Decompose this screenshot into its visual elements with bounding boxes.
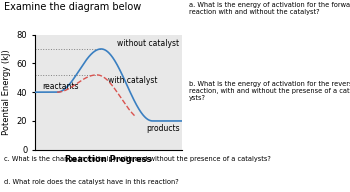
Text: products: products [147, 124, 180, 133]
Y-axis label: Potential Energy (kJ): Potential Energy (kJ) [2, 49, 11, 135]
Text: b. What is the energy of activation for the reverse
reaction, with and without t: b. What is the energy of activation for … [189, 81, 350, 101]
Text: d. What role does the catalyst have in this reaction?: d. What role does the catalyst have in t… [4, 179, 178, 185]
Text: c. What is the change in enthalpy with and without the presence of a catalysts?: c. What is the change in enthalpy with a… [4, 156, 270, 161]
Text: a. What is the energy of activation for the forward
reaction with and without th: a. What is the energy of activation for … [189, 2, 350, 15]
Text: reactants: reactants [42, 82, 79, 91]
Text: Examine the diagram below: Examine the diagram below [4, 2, 141, 12]
X-axis label: Reaction Progress: Reaction Progress [65, 155, 152, 164]
Text: with catalyst: with catalyst [108, 76, 158, 85]
Text: without catalyst: without catalyst [117, 39, 180, 48]
